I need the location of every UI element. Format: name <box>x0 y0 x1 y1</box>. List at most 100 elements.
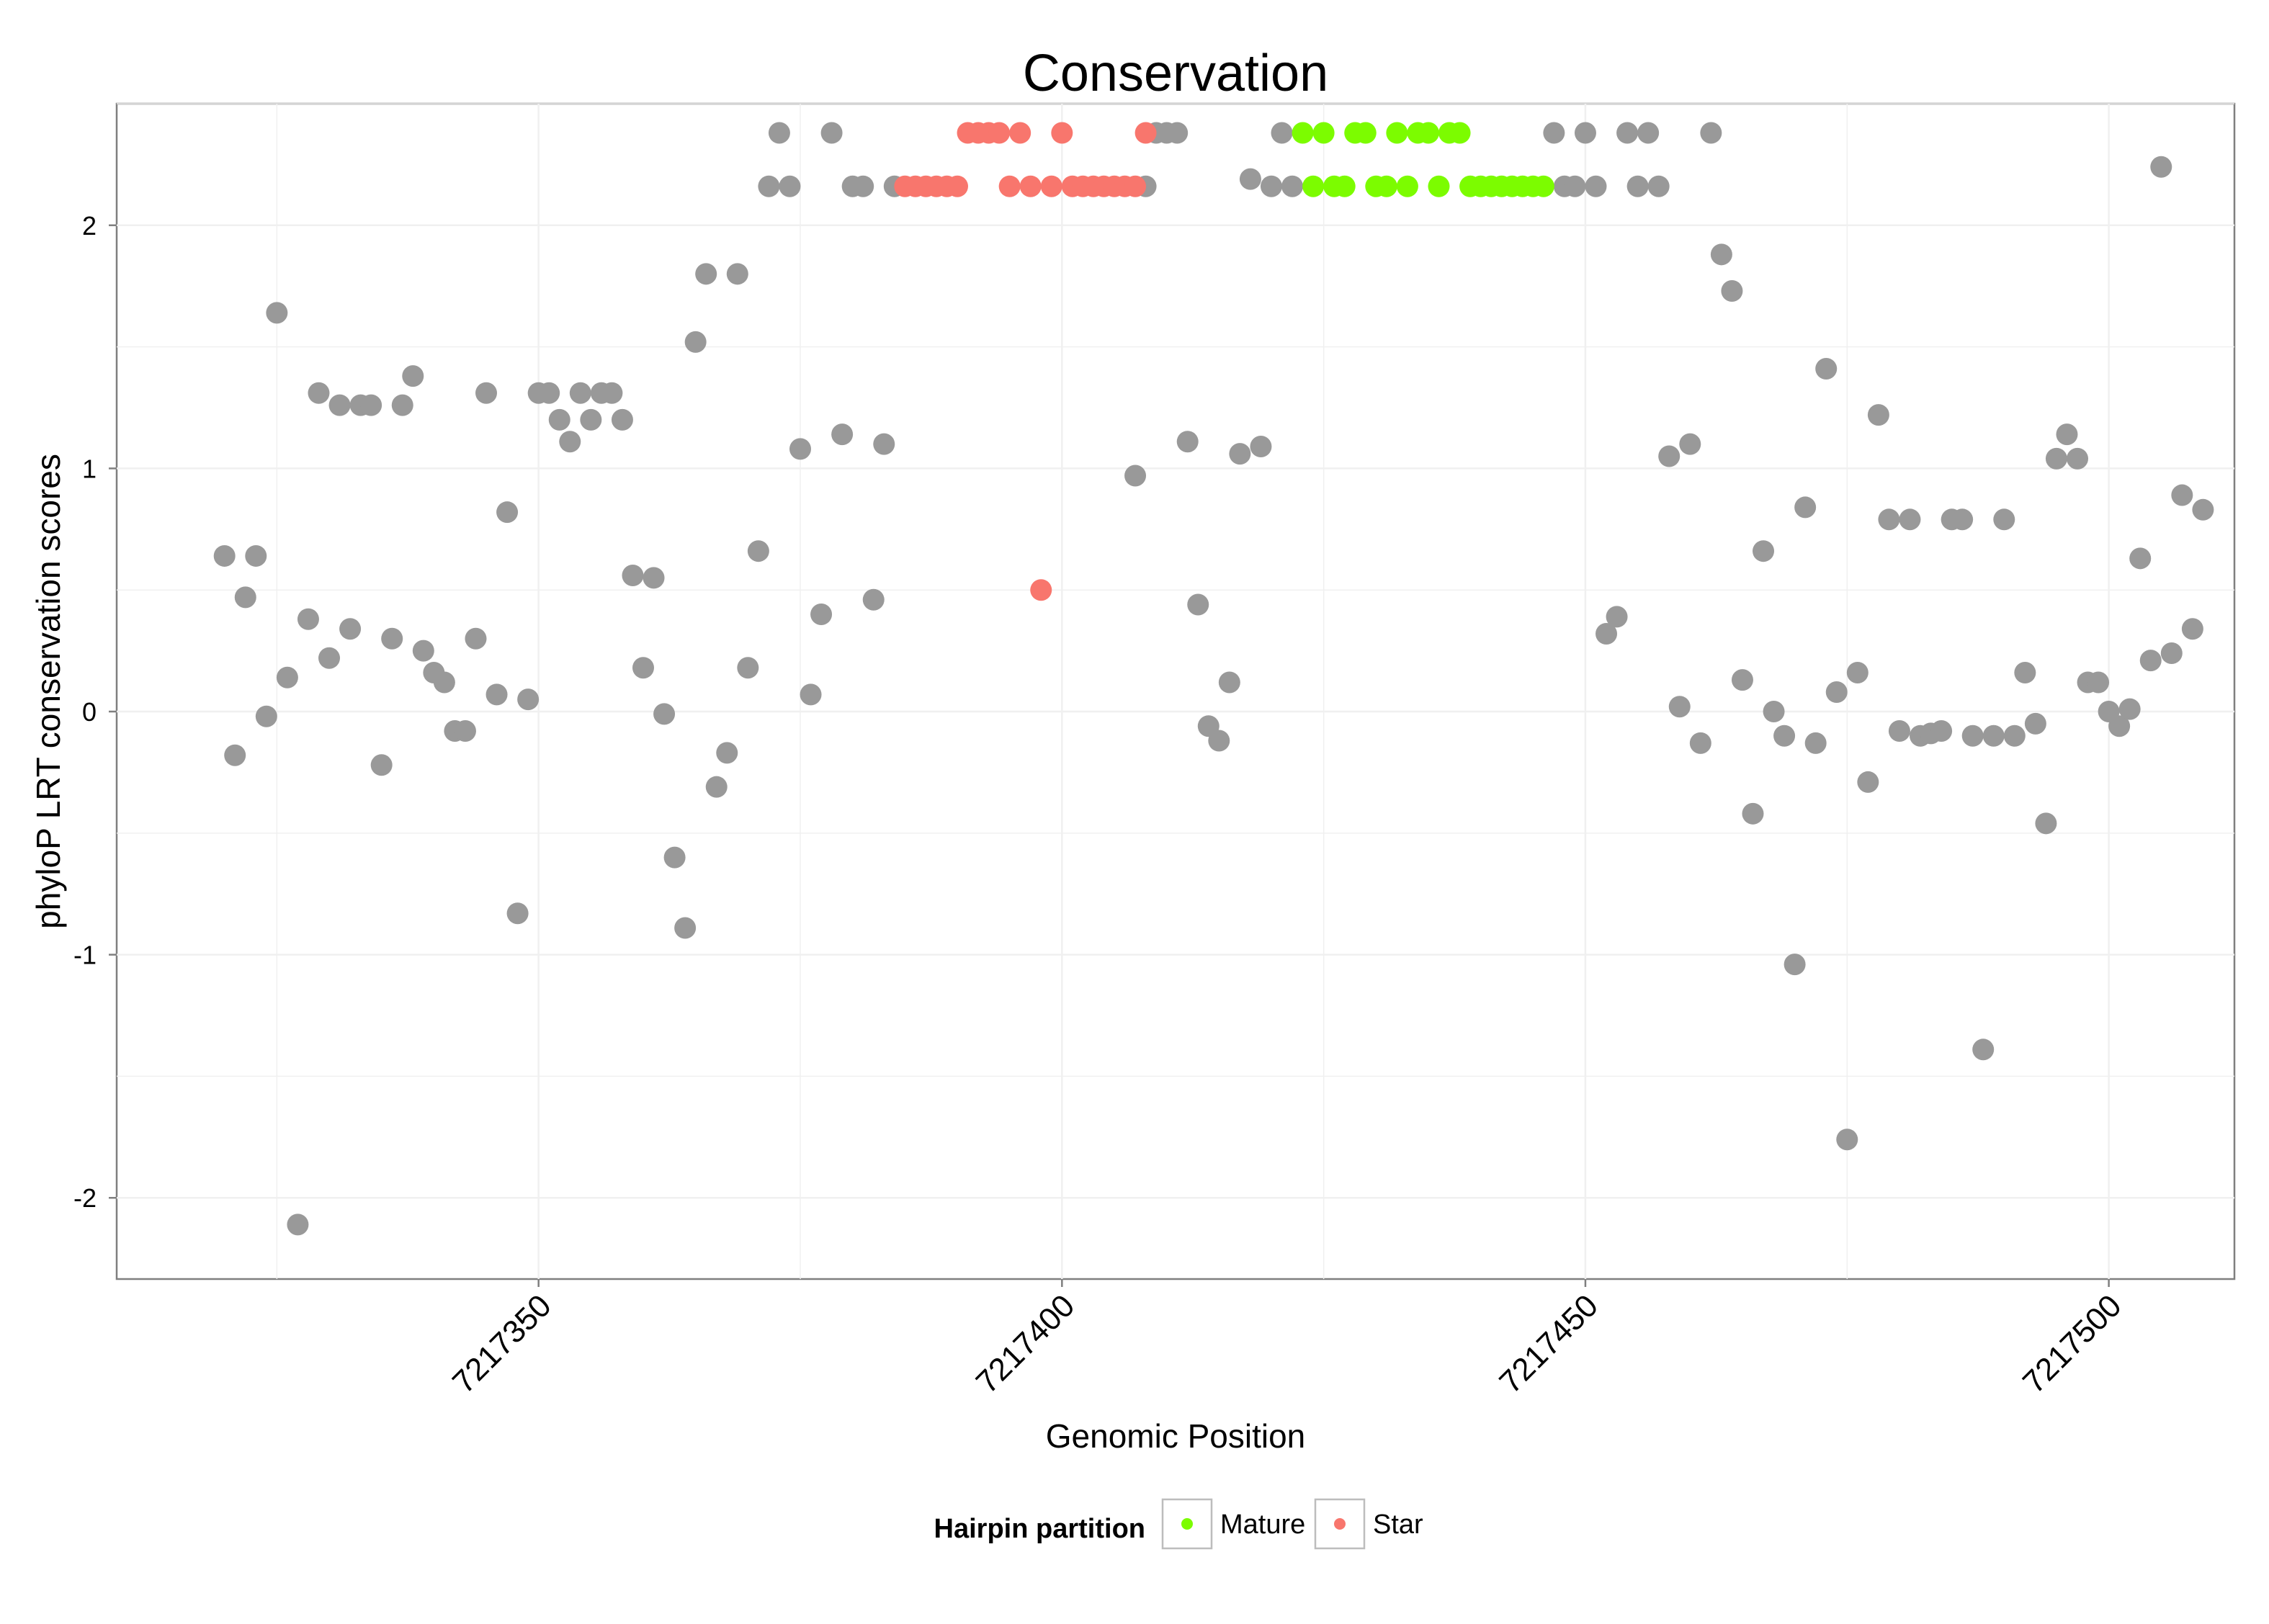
data-point-other <box>412 640 434 662</box>
data-point-other <box>1647 175 1670 197</box>
data-point-other <box>276 666 298 688</box>
data-point-other <box>1271 122 1293 144</box>
data-point-other <box>852 175 874 197</box>
data-point-other <box>1815 357 1838 380</box>
data-point-mature <box>1302 175 1325 197</box>
data-point-other <box>758 175 780 197</box>
data-point-mature <box>1449 122 1471 144</box>
data-point-other <box>716 742 738 764</box>
data-point-mature <box>1386 122 1408 144</box>
data-point-other <box>2024 712 2046 735</box>
data-point-other <box>2160 642 2183 664</box>
data-point-other <box>1763 701 1785 723</box>
data-point-other <box>1658 445 1681 467</box>
data-point-other <box>810 603 833 625</box>
x-axis-label: Genomic Position <box>1046 1417 1306 1455</box>
data-point-other <box>224 744 246 766</box>
minor-gridlines <box>117 103 2234 1279</box>
data-point-star <box>998 175 1021 197</box>
data-point-mature <box>1292 122 1314 144</box>
data-point-other <box>611 408 633 431</box>
x-tick-label: 7217350 <box>446 1288 558 1400</box>
data-point-other <box>1260 175 1282 197</box>
data-point-other <box>2045 447 2067 470</box>
data-point-other <box>1846 662 1869 684</box>
y-axis-label: phyloP LRT conservation scores <box>30 454 67 929</box>
plot-panel <box>115 102 2236 1280</box>
data-point-other <box>2035 812 2057 835</box>
data-point-other <box>2014 662 2036 684</box>
x-tick-label: 7217450 <box>1492 1288 1605 1400</box>
data-point-other <box>2129 547 2152 570</box>
data-point-other <box>1543 122 1565 144</box>
data-point-other <box>820 122 843 144</box>
data-point-other <box>1218 671 1240 694</box>
data-point-other <box>2150 156 2172 178</box>
data-point-other <box>1731 669 1753 691</box>
chart-title: Conservation <box>1023 45 1328 102</box>
data-point-other <box>1951 508 1974 531</box>
data-point-other <box>622 564 644 586</box>
data-point-other <box>1972 1038 1995 1061</box>
legend-label-mature: Mature <box>1220 1509 1305 1540</box>
data-point-other <box>1585 175 1607 197</box>
data-point-other <box>1574 122 1596 144</box>
data-point-mature <box>1354 122 1377 144</box>
data-point-other <box>1229 443 1251 465</box>
data-point-other <box>1166 122 1189 144</box>
data-point-other <box>831 423 854 446</box>
data-point-other <box>1773 724 1796 747</box>
data-point-other <box>873 433 895 455</box>
data-point-star <box>1124 175 1147 197</box>
data-point-other <box>768 122 790 144</box>
data-point-other <box>1836 1129 1858 1151</box>
data-point-other <box>1564 175 1586 197</box>
data-point-star <box>1019 175 1042 197</box>
data-point-mature <box>1396 175 1418 197</box>
data-point-other <box>632 657 655 679</box>
data-point-other <box>496 501 519 524</box>
data-point-other <box>297 608 319 630</box>
data-point-other <box>328 394 351 416</box>
major-gridlines <box>117 104 2234 1279</box>
data-point-other <box>1689 732 1711 754</box>
y-tick-label: 2 <box>82 211 97 241</box>
data-point-other <box>737 657 759 679</box>
data-point-other <box>569 382 591 404</box>
data-point-mature <box>1532 175 1554 197</box>
data-point-other <box>2067 447 2089 470</box>
data-point-star <box>1051 122 1073 144</box>
data-point-other <box>1804 732 1827 754</box>
y-tick-label: -1 <box>73 941 97 970</box>
data-point-other <box>1742 802 1764 825</box>
legend-title: Hairpin partition <box>934 1514 1145 1544</box>
data-point-other <box>862 588 885 611</box>
data-point-other <box>360 394 382 416</box>
data-point-star <box>1030 579 1052 601</box>
data-point-other <box>779 175 801 197</box>
data-point-star <box>1134 122 1157 144</box>
data-point-other <box>1616 122 1639 144</box>
data-point-other <box>1753 540 1775 562</box>
data-point-other <box>381 627 403 650</box>
data-point-other <box>1888 720 1910 743</box>
data-point-other <box>1668 696 1691 718</box>
data-point-other <box>1710 243 1732 266</box>
data-point-other <box>1700 122 1722 144</box>
data-point-other <box>1596 622 1618 645</box>
data-point-other <box>506 902 529 925</box>
data-point-other <box>580 408 602 431</box>
data-point-other <box>2139 650 2162 672</box>
x-tick-label: 7217400 <box>970 1288 1082 1400</box>
data-point-mature <box>1312 122 1335 144</box>
data-point-star <box>1009 122 1031 144</box>
data-point-other <box>1679 433 1701 455</box>
data-point-other <box>705 776 728 798</box>
data-point-other <box>1281 175 1304 197</box>
data-point-other <box>684 331 707 353</box>
data-point-mature <box>1375 175 1397 197</box>
data-point-other <box>1208 730 1230 752</box>
data-point-other <box>2003 724 2026 747</box>
data-point-other <box>517 688 540 711</box>
